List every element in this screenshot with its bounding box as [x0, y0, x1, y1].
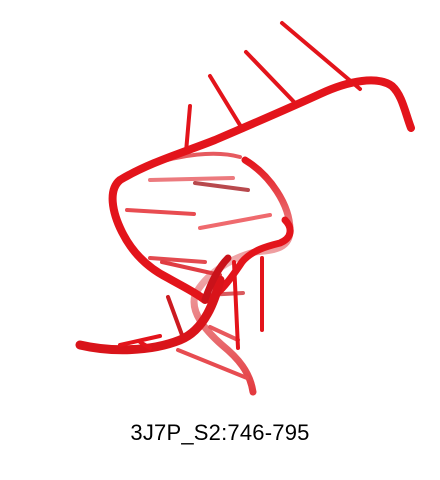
structure-caption: 3J7P_S2:746-795 [130, 420, 310, 445]
base-pair-rungs-back [125, 176, 272, 380]
rna-structure-render [75, 21, 415, 396]
backbone-front-strand [75, 76, 415, 355]
base-stems-front [118, 21, 362, 350]
